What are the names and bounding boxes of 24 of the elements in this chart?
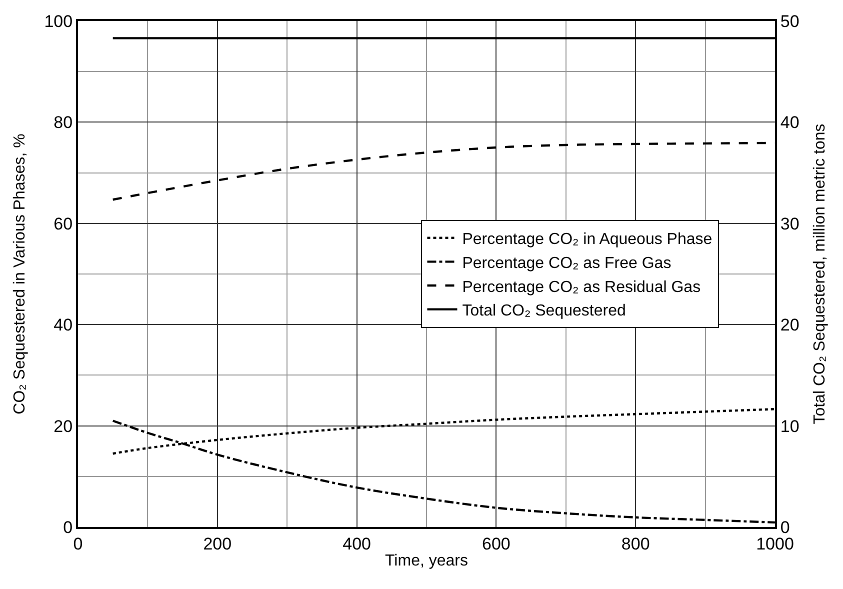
legend-label: Percentage CO₂ in Aqueous Phase [462, 231, 712, 248]
legend-label: Percentage CO₂ as Free Gas [462, 254, 672, 272]
y-tick-label: 40 [54, 316, 73, 335]
y-tick-label: 60 [54, 214, 73, 234]
y2-tick-label: 50 [780, 12, 800, 31]
y-axis-title: CO₂ Sequestered in Various Phases, % [12, 134, 29, 414]
y-tick-label: 20 [54, 416, 73, 436]
x-tick-label: 800 [621, 534, 650, 554]
y2-tick-label: 0 [780, 518, 790, 537]
y2-tick-label: 40 [780, 113, 800, 132]
legend-label: Percentage CO₂ as Residual Gas [462, 278, 701, 296]
y2-axis-title: Total CO₂ Sequestered, million metric tons [812, 124, 829, 424]
y-tick-label: 100 [44, 12, 73, 31]
y-tick-label: 0 [63, 518, 73, 537]
x-tick-label: 1000 [756, 534, 794, 554]
x-axis-title: Time, years [385, 552, 468, 570]
y2-tick-label: 20 [780, 316, 800, 335]
x-tick-label: 400 [342, 534, 371, 554]
x-tick-label: 600 [482, 534, 510, 554]
legend-label: Total CO₂ Sequestered [462, 302, 626, 320]
x-tick-label: 200 [203, 534, 232, 554]
y2-tick-label: 10 [780, 416, 800, 436]
y2-tick-label: 30 [780, 214, 800, 234]
y-tick-label: 80 [54, 113, 73, 132]
